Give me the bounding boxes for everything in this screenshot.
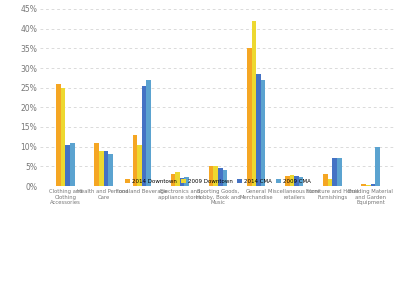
Bar — [299, 177, 304, 186]
Legend: 2014 Downtown, 2009 Downtown, 2014 CMA, 2009 CMA: 2014 Downtown, 2009 Downtown, 2014 CMA, … — [124, 178, 312, 185]
Bar — [328, 179, 332, 186]
Bar — [142, 86, 146, 186]
Bar — [94, 143, 99, 186]
Bar — [132, 135, 137, 186]
Bar — [256, 74, 261, 186]
Bar — [323, 174, 328, 186]
Bar — [371, 184, 375, 186]
Bar — [70, 143, 74, 186]
Bar — [209, 166, 214, 186]
Bar — [99, 151, 104, 186]
Bar — [175, 172, 180, 186]
Bar — [108, 154, 113, 186]
Bar — [222, 170, 227, 186]
Bar — [146, 80, 151, 186]
Bar — [56, 84, 61, 186]
Bar — [104, 152, 108, 186]
Bar — [366, 185, 371, 186]
Bar — [137, 145, 142, 186]
Bar — [65, 145, 70, 186]
Bar — [290, 175, 294, 186]
Bar — [184, 177, 189, 186]
Bar — [294, 176, 299, 186]
Bar — [375, 147, 380, 186]
Bar — [252, 21, 256, 186]
Bar — [61, 88, 65, 186]
Bar — [332, 158, 337, 186]
Bar — [218, 168, 222, 186]
Bar — [214, 166, 218, 186]
Bar — [180, 178, 184, 186]
Bar — [362, 184, 366, 186]
Bar — [337, 158, 342, 186]
Bar — [261, 80, 265, 186]
Bar — [171, 174, 175, 186]
Bar — [285, 176, 290, 186]
Bar — [247, 48, 252, 186]
